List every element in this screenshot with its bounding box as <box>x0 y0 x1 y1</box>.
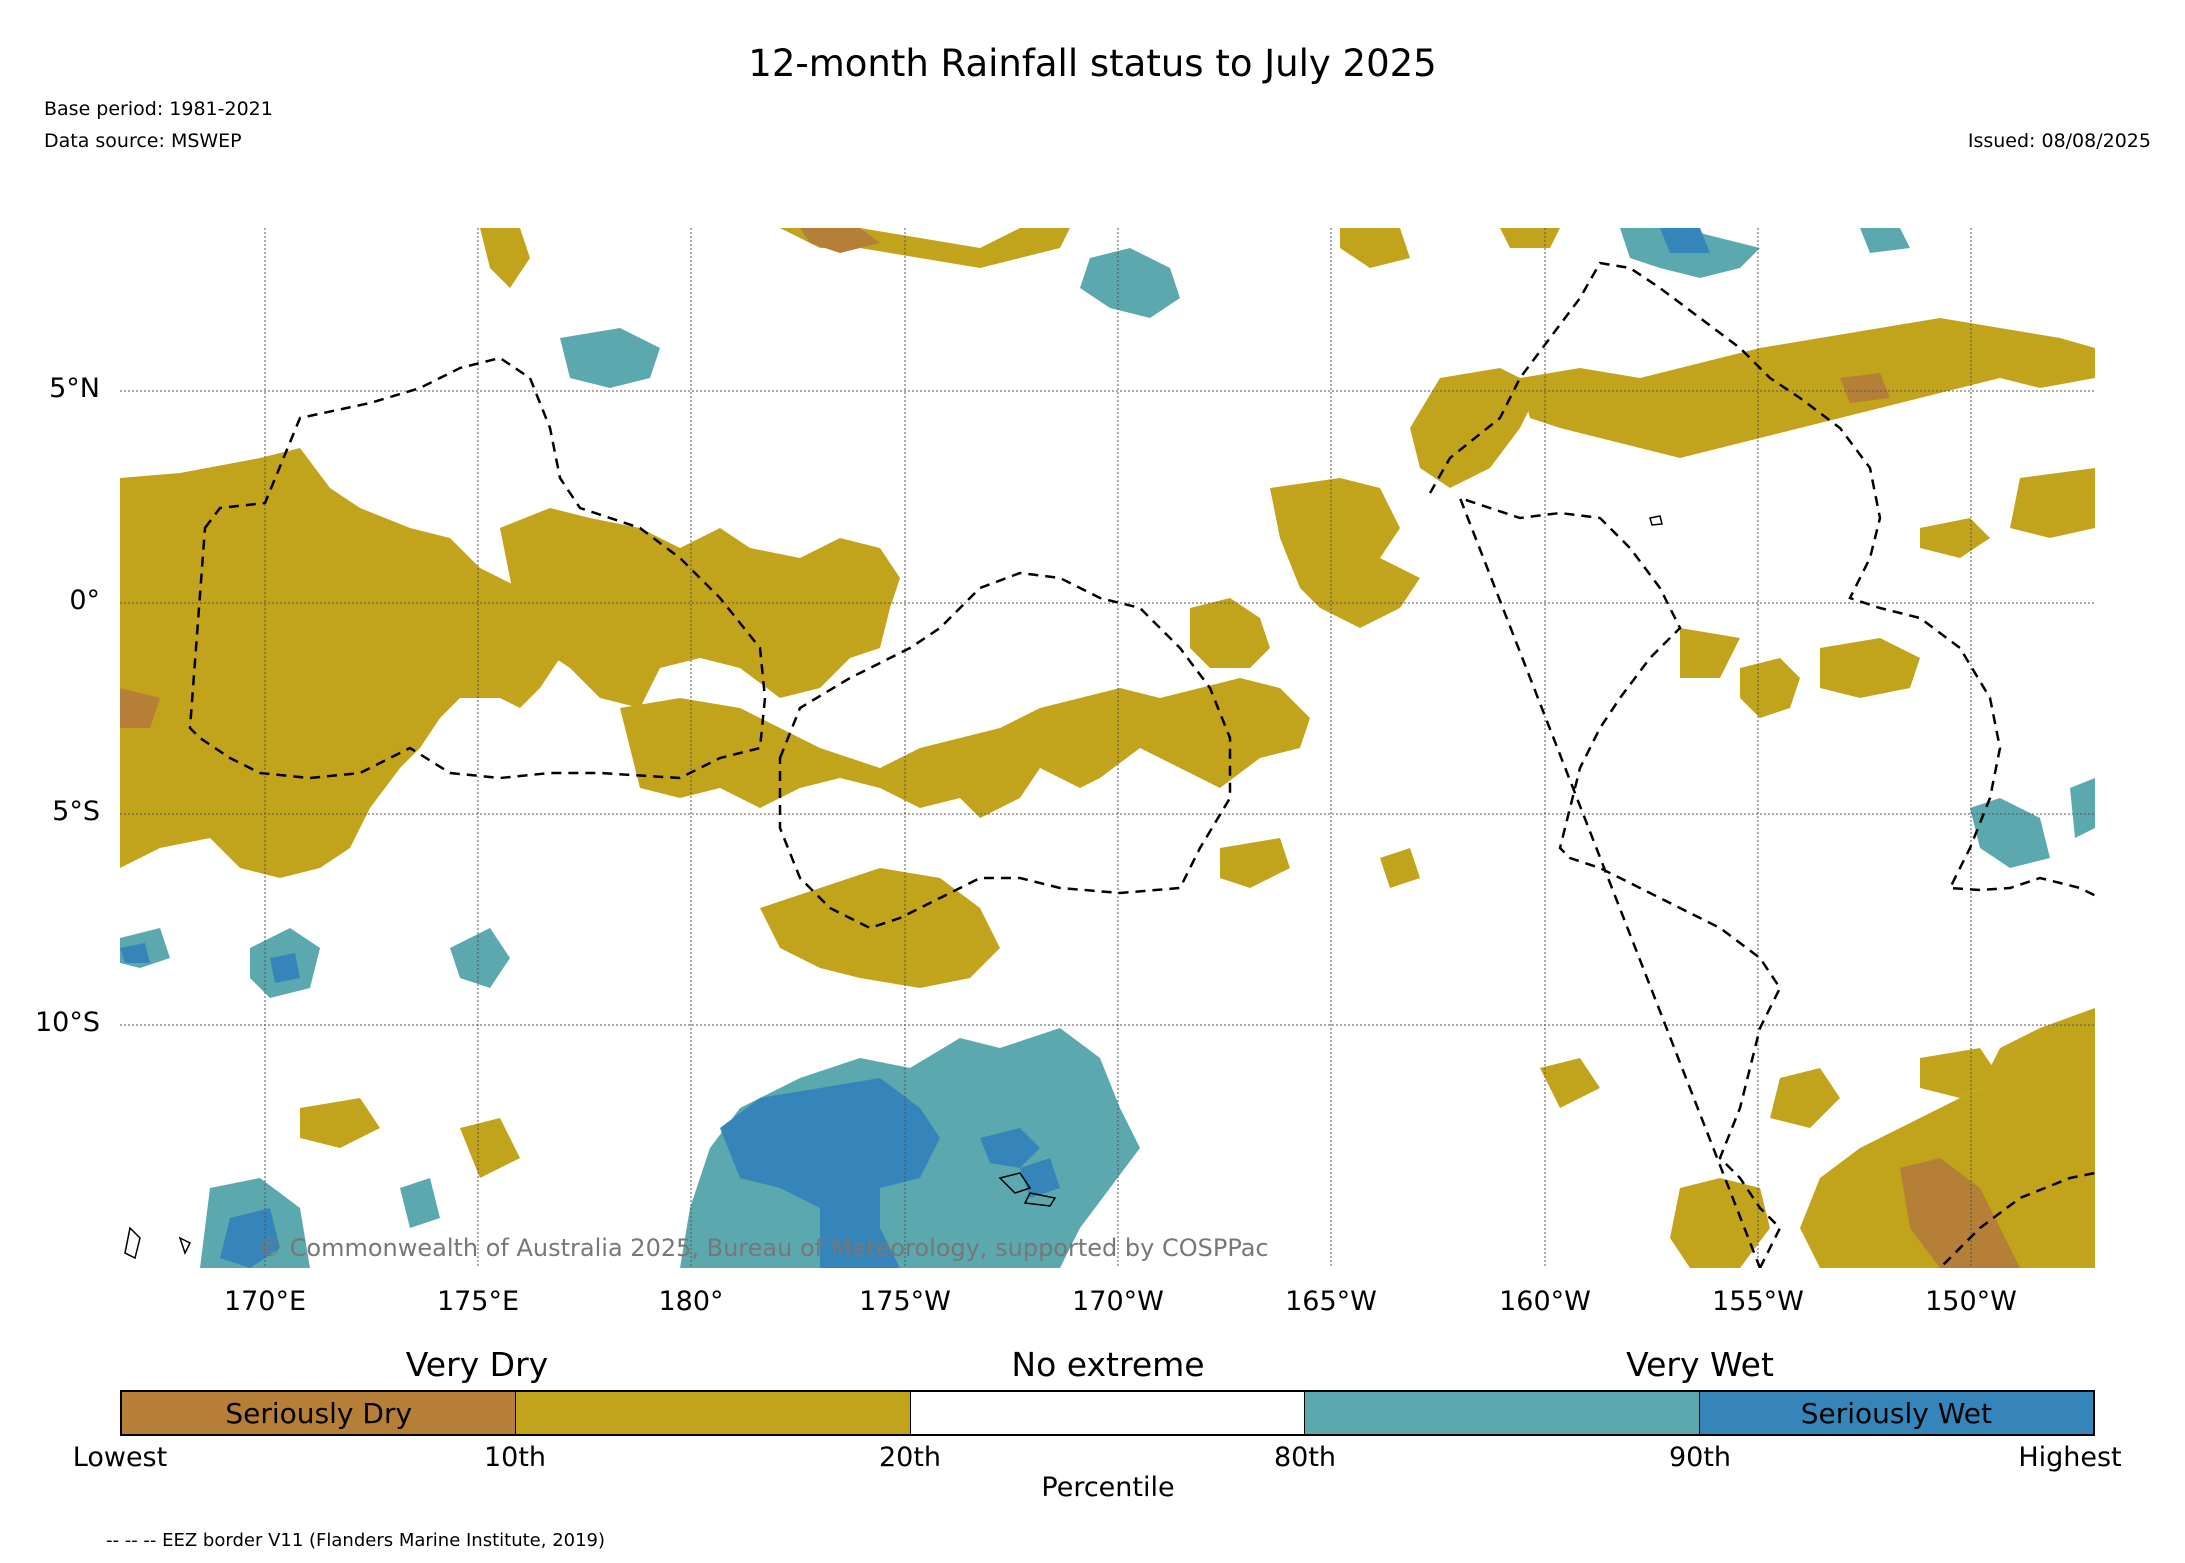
percentile-80th: 80th <box>1273 1442 1337 1473</box>
legend-seg-no-extreme <box>910 1392 1306 1434</box>
percentile-10th: 10th <box>483 1442 547 1473</box>
lon-label-170w: 170°W <box>1072 1286 1164 1317</box>
lon-label-175e: 175°E <box>436 1286 520 1317</box>
legend-seg-seriously-wet: Seriously Wet <box>1699 1392 2094 1434</box>
data-source: Data source: MSWEP <box>44 130 242 152</box>
percentile-20th: 20th <box>878 1442 942 1473</box>
map-title: 12-month Rainfall status to July 2025 <box>748 42 1437 85</box>
lon-label-180: 180° <box>658 1286 724 1317</box>
lon-label-160w: 160°W <box>1499 1286 1591 1317</box>
percentile-lowest: Lowest <box>72 1442 168 1473</box>
seriously-wet-areas <box>120 228 1710 1268</box>
lon-label-150w: 150°W <box>1925 1286 2017 1317</box>
lat-label-10s: 10°S <box>35 1007 100 1038</box>
lat-label-5s: 5°S <box>52 796 100 827</box>
base-period: Base period: 1981-2021 <box>44 98 273 120</box>
legend-seg-seriously-dry: Seriously Dry <box>122 1392 517 1434</box>
legend-very-wet: Very Wet <box>1626 1345 1774 1384</box>
island-outlines <box>124 515 1663 1260</box>
lat-label-0: 0° <box>69 585 100 616</box>
legend-colorbar: Seriously Dry Seriously Wet <box>120 1390 2095 1436</box>
legend-no-extreme: No extreme <box>1011 1345 1205 1384</box>
graticule <box>120 228 2095 1268</box>
lon-label-170e: 170°E <box>223 1286 307 1317</box>
seriously-dry-areas <box>120 228 2020 1268</box>
legend-seg-very-dry <box>516 1392 911 1434</box>
very-dry-areas <box>120 228 2095 1268</box>
issued-date: Issued: 08/08/2025 <box>1967 130 2151 152</box>
eez-footnote: -- -- -- EEZ border V11 (Flanders Marine… <box>106 1530 606 1551</box>
lon-label-175w: 175°W <box>859 1286 951 1317</box>
lon-label-155w: 155°W <box>1712 1286 1804 1317</box>
eez-borders <box>188 261 2095 1268</box>
percentile-axis-title: Percentile <box>1041 1472 1175 1503</box>
percentile-highest: Highest <box>2018 1442 2122 1473</box>
percentile-90th: 90th <box>1668 1442 1732 1473</box>
legend-seg-very-wet <box>1305 1392 1700 1434</box>
copyright-text: © Commonwealth of Australia 2025, Bureau… <box>258 1234 1269 1262</box>
lat-label-5n: 5°N <box>49 373 100 404</box>
rainfall-map: © Commonwealth of Australia 2025, Bureau… <box>120 228 2095 1268</box>
lon-label-165w: 165°W <box>1285 1286 1377 1317</box>
legend-very-dry: Very Dry <box>405 1345 549 1384</box>
